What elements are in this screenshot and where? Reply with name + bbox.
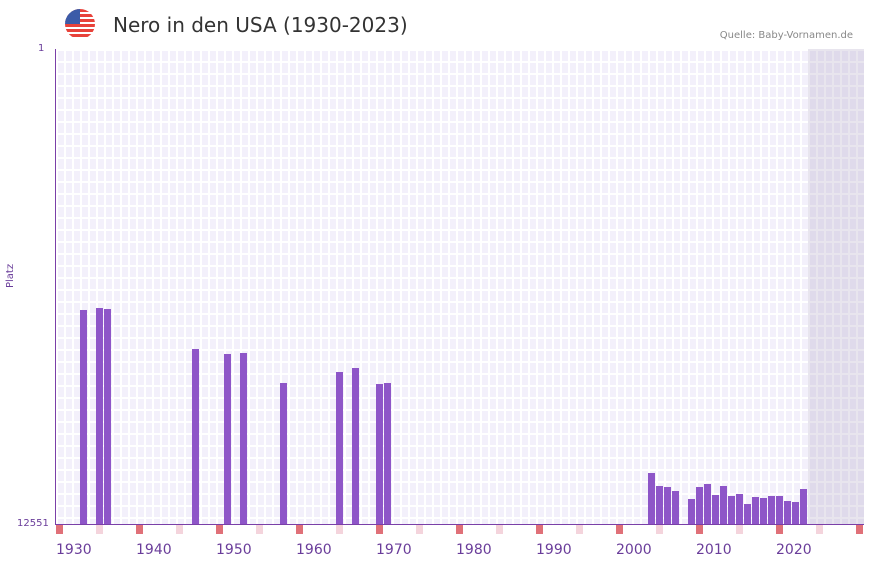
year-marker-1998 bbox=[616, 525, 623, 534]
bar-2014[interactable] bbox=[744, 503, 751, 524]
bar-2012[interactable] bbox=[728, 495, 735, 524]
bar-2018[interactable] bbox=[776, 495, 783, 524]
bar-2002[interactable] bbox=[648, 472, 655, 524]
year-marker-2013 bbox=[736, 525, 743, 534]
bar-2003[interactable] bbox=[656, 486, 663, 524]
bar-1969[interactable] bbox=[384, 383, 391, 524]
bar-2011[interactable] bbox=[720, 486, 727, 524]
year-marker-1958 bbox=[296, 525, 303, 534]
bar-2005[interactable] bbox=[672, 490, 679, 524]
year-marker-1978 bbox=[456, 525, 463, 534]
year-marker-1983 bbox=[496, 525, 503, 534]
us-flag-icon bbox=[65, 9, 95, 39]
x-tick-1970: 1970 bbox=[376, 542, 412, 558]
bar-1931[interactable] bbox=[80, 310, 87, 524]
x-tick-1930: 1930 bbox=[56, 542, 92, 558]
x-tick-2010: 2010 bbox=[696, 542, 732, 558]
bar-1951[interactable] bbox=[240, 353, 247, 524]
year-marker-2028 bbox=[856, 525, 863, 534]
x-tick-2020: 2020 bbox=[776, 542, 812, 558]
bar-2007[interactable] bbox=[688, 498, 695, 524]
x-tick-1980: 1980 bbox=[456, 542, 492, 558]
bar-1965[interactable] bbox=[352, 367, 359, 524]
source-credit: Quelle: Baby-Vornamen.de bbox=[719, 30, 853, 41]
year-marker-1938 bbox=[136, 525, 143, 534]
bar-2008[interactable] bbox=[696, 486, 703, 524]
future-region bbox=[808, 49, 864, 525]
x-tick-2000: 2000 bbox=[616, 542, 652, 558]
bar-1963[interactable] bbox=[336, 372, 343, 524]
year-marker-2008 bbox=[696, 525, 703, 534]
bar-2013[interactable] bbox=[736, 493, 743, 524]
year-marker-2003 bbox=[656, 525, 663, 534]
plot-area bbox=[56, 49, 864, 525]
y-tick-bottom: 12551 bbox=[17, 518, 49, 529]
year-marker-2023 bbox=[816, 525, 823, 534]
bar-1945[interactable] bbox=[192, 348, 199, 524]
year-marker-1948 bbox=[216, 525, 223, 534]
y-tick-top: 1 bbox=[38, 43, 45, 54]
bar-1949[interactable] bbox=[224, 353, 231, 524]
x-tick-1990: 1990 bbox=[536, 542, 572, 558]
year-marker-1968 bbox=[376, 525, 383, 534]
chart-title: Nero in den USA (1930-2023) bbox=[113, 13, 408, 37]
bar-1934[interactable] bbox=[104, 308, 111, 524]
bar-2016[interactable] bbox=[760, 497, 767, 524]
year-marker-1988 bbox=[536, 525, 543, 534]
bar-2021[interactable] bbox=[800, 488, 807, 524]
bar-1956[interactable] bbox=[280, 383, 287, 524]
year-marker-1928 bbox=[56, 525, 63, 534]
y-axis-title: Platz bbox=[5, 263, 16, 288]
bar-2019[interactable] bbox=[784, 500, 791, 524]
bar-2009[interactable] bbox=[704, 483, 711, 524]
year-marker-1963 bbox=[336, 525, 343, 534]
y-axis bbox=[55, 49, 56, 525]
bar-2010[interactable] bbox=[712, 495, 719, 524]
bar-2004[interactable] bbox=[664, 486, 671, 524]
year-marker-1953 bbox=[256, 525, 263, 534]
year-marker-2018 bbox=[776, 525, 783, 534]
year-marker-1993 bbox=[576, 525, 583, 534]
year-marker-1973 bbox=[416, 525, 423, 534]
bar-1933[interactable] bbox=[96, 307, 103, 524]
x-tick-1960: 1960 bbox=[296, 542, 332, 558]
bar-1968[interactable] bbox=[376, 383, 383, 524]
x-tick-1940: 1940 bbox=[136, 542, 172, 558]
x-tick-1950: 1950 bbox=[216, 542, 252, 558]
year-marker-1943 bbox=[176, 525, 183, 534]
bar-2015[interactable] bbox=[752, 496, 759, 524]
bar-2017[interactable] bbox=[768, 495, 775, 524]
year-marker-1933 bbox=[96, 525, 103, 534]
x-axis bbox=[55, 524, 864, 525]
bar-2020[interactable] bbox=[792, 501, 799, 524]
